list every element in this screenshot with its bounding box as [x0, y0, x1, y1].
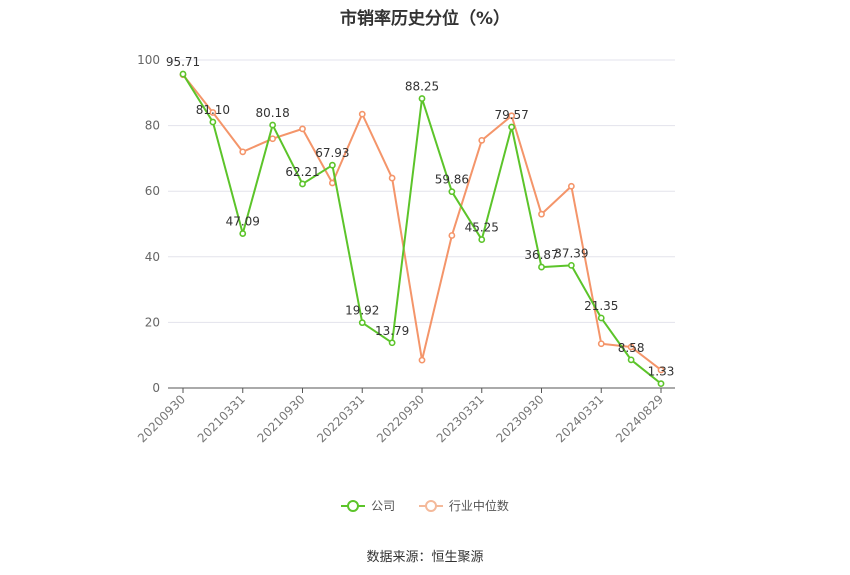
company-data-label: 1.33: [648, 365, 675, 379]
company-point[interactable]: [239, 230, 247, 237]
x-tick-label: 20240829: [613, 392, 666, 445]
x-tick-label: 20220331: [314, 392, 367, 445]
x-tick-label: 20230930: [494, 392, 547, 445]
company-data-label: 59.86: [435, 173, 469, 187]
industry-point[interactable]: [478, 136, 486, 144]
company-point[interactable]: [358, 319, 366, 327]
company-data-label: 79.57: [494, 108, 528, 122]
industry-point[interactable]: [418, 356, 426, 364]
company-data-label: 62.21: [285, 165, 319, 179]
legend-label-company: 公司: [371, 499, 396, 513]
company-data-label: 37.39: [554, 246, 588, 260]
company-point[interactable]: [179, 70, 187, 78]
industry-point[interactable]: [508, 112, 516, 120]
industry-point[interactable]: [328, 179, 336, 187]
company-data-label: 21.35: [584, 299, 618, 313]
legend-item-industry[interactable]: 行业中位数: [418, 497, 509, 514]
company-data-label: 81.10: [196, 103, 230, 117]
company-data-label: 67.93: [315, 146, 349, 160]
legend-label-industry: 行业中位数: [448, 499, 509, 513]
legend-swatch-industry: [418, 499, 443, 512]
industry-point[interactable]: [269, 135, 277, 143]
company-data-label: 80.18: [255, 106, 289, 120]
company-point[interactable]: [448, 188, 456, 196]
company-point[interactable]: [627, 356, 635, 364]
company-point[interactable]: [328, 161, 336, 169]
legend-swatch-company: [341, 499, 366, 512]
y-tick-label: 80: [145, 119, 160, 133]
company-data-label: 47.09: [226, 215, 260, 229]
company-point[interactable]: [209, 118, 217, 126]
company-data-label: 36.87: [524, 248, 558, 262]
y-tick-label: 100: [137, 53, 160, 67]
company-point[interactable]: [418, 95, 426, 102]
x-tick-label: 20230331: [434, 392, 487, 445]
industry-point[interactable]: [358, 110, 366, 118]
x-tick-label: 20240331: [553, 392, 606, 445]
company-data-label: 19.92: [345, 304, 379, 318]
company-point[interactable]: [508, 123, 516, 131]
y-tick-label: 40: [145, 250, 160, 264]
company-point[interactable]: [269, 121, 277, 129]
x-tick-label: 20210930: [255, 392, 308, 445]
company-data-label: 45.25: [465, 221, 499, 235]
company-data-label: 95.71: [166, 55, 200, 69]
company-point[interactable]: [299, 180, 306, 188]
company-point[interactable]: [538, 263, 545, 271]
company-data-label: 8.58: [618, 341, 645, 355]
industry-point[interactable]: [597, 340, 605, 348]
industry-point[interactable]: [299, 125, 306, 133]
industry-point[interactable]: [657, 366, 665, 374]
legend: 公司 行业中位数: [0, 497, 850, 515]
company-point[interactable]: [567, 261, 575, 269]
industry-point[interactable]: [209, 109, 217, 116]
company-series-line: [182, 73, 662, 385]
company-point[interactable]: [597, 314, 605, 322]
company-point[interactable]: [388, 339, 396, 347]
company-point[interactable]: [657, 380, 665, 388]
industry-point[interactable]: [538, 210, 545, 218]
industry-point[interactable]: [627, 343, 635, 351]
x-tick-label: 20220930: [374, 392, 427, 445]
company-data-label: 88.25: [405, 80, 439, 94]
company-point[interactable]: [478, 236, 486, 243]
industry-point[interactable]: [239, 148, 247, 156]
x-tick-label: 20210331: [195, 392, 248, 445]
y-tick-label: 60: [145, 184, 160, 198]
chart-title: 市销率历史分位（%）: [339, 9, 511, 29]
industry-point[interactable]: [388, 174, 396, 182]
data-source: 数据来源：恒生聚源: [366, 550, 484, 565]
y-tick-label: 0: [152, 381, 160, 395]
legend-item-company[interactable]: 公司: [341, 497, 395, 514]
industry-point[interactable]: [567, 182, 575, 190]
x-tick-label: 20200930: [135, 392, 188, 445]
industry-point[interactable]: [448, 232, 456, 239]
company-data-label: 13.79: [375, 324, 409, 338]
y-tick-label: 20: [145, 315, 160, 329]
